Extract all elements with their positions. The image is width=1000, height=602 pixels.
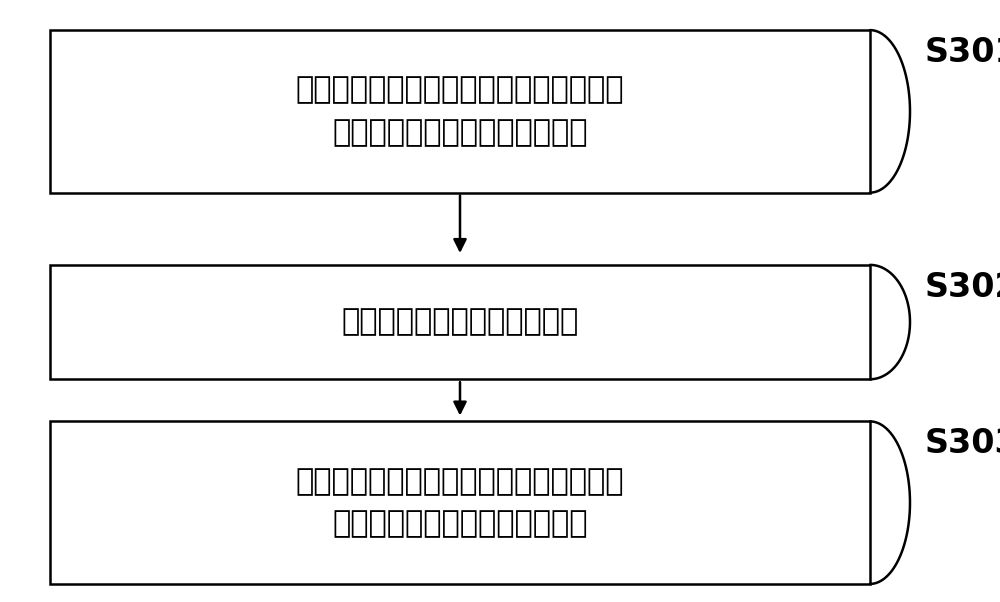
Bar	[50, 30, 870, 193]
Text: 获取待检测车辆的实际方位角: 获取待检测车辆的实际方位角	[341, 308, 579, 337]
Bar	[50, 265, 870, 379]
Text: 响应于接收到待检测车辆的停放请求，确
定待检测车辆所停放的目标围栏: 响应于接收到待检测车辆的停放请求，确 定待检测车辆所停放的目标围栏	[296, 75, 624, 147]
Text: 根据实际方位角和目标围栏，确定待检测
车辆是否符合预设车辆停放要求: 根据实际方位角和目标围栏，确定待检测 车辆是否符合预设车辆停放要求	[296, 467, 624, 539]
Text: S302: S302	[925, 271, 1000, 304]
Text: S303: S303	[925, 427, 1000, 461]
Bar	[50, 421, 870, 584]
Text: S301: S301	[925, 36, 1000, 69]
